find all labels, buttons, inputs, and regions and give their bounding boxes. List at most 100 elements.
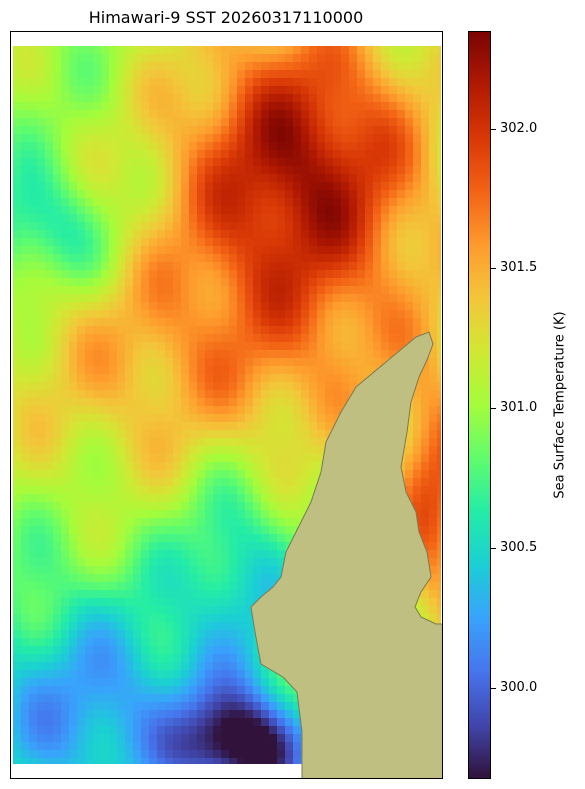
sst-cell (213, 326, 221, 334)
sst-cell (197, 670, 205, 678)
sst-cell (125, 190, 133, 198)
sst-cell (309, 406, 317, 414)
sst-cell (21, 590, 29, 598)
sst-cell (101, 238, 109, 246)
sst-cell (21, 398, 29, 406)
sst-cell (437, 502, 441, 510)
sst-cell (109, 542, 117, 550)
sst-cell (317, 430, 325, 438)
sst-cell (133, 494, 141, 502)
sst-cell (197, 102, 205, 110)
sst-cell (309, 166, 317, 174)
sst-cell (301, 126, 309, 134)
sst-cell (189, 550, 197, 558)
sst-cell (413, 78, 421, 86)
sst-cell (277, 278, 285, 286)
sst-cell (277, 262, 285, 270)
sst-cell (13, 382, 21, 390)
sst-cell (413, 206, 421, 214)
sst-cell (165, 518, 173, 526)
sst-cell (13, 390, 21, 398)
sst-cell (205, 582, 213, 590)
sst-cell (125, 142, 133, 150)
sst-cell (69, 174, 77, 182)
sst-cell (309, 150, 317, 158)
sst-cell (269, 438, 277, 446)
sst-cell (301, 414, 309, 422)
sst-cell (29, 494, 37, 502)
sst-cell (197, 702, 205, 710)
sst-cell (189, 382, 197, 390)
sst-cell (141, 630, 149, 638)
sst-cell (293, 502, 301, 510)
sst-cell (21, 478, 29, 486)
sst-cell (237, 398, 245, 406)
sst-cell (165, 406, 173, 414)
sst-cell (21, 286, 29, 294)
sst-cell (149, 638, 157, 646)
sst-cell (69, 534, 77, 542)
sst-cell (181, 582, 189, 590)
sst-cell (101, 302, 109, 310)
sst-cell (13, 334, 21, 342)
sst-cell (29, 614, 37, 622)
sst-cell (285, 174, 293, 182)
sst-cell (365, 198, 373, 206)
sst-cell (53, 230, 61, 238)
sst-cell (93, 302, 101, 310)
sst-cell (53, 454, 61, 462)
sst-cell (125, 238, 133, 246)
sst-cell (45, 238, 53, 246)
sst-cell (357, 174, 365, 182)
sst-cell (317, 302, 325, 310)
sst-cell (437, 190, 441, 198)
sst-cell (381, 222, 389, 230)
sst-cell (365, 238, 373, 246)
sst-cell (309, 94, 317, 102)
sst-cell (77, 582, 85, 590)
sst-cell (341, 318, 349, 326)
sst-cell (181, 542, 189, 550)
sst-cell (285, 254, 293, 262)
sst-cell (109, 518, 117, 526)
sst-cell (29, 590, 37, 598)
sst-cell (197, 238, 205, 246)
sst-cell (245, 318, 253, 326)
sst-cell (189, 678, 197, 686)
sst-cell (341, 334, 349, 342)
sst-cell (157, 558, 165, 566)
sst-cell (389, 286, 397, 294)
sst-cell (421, 270, 429, 278)
sst-cell (413, 494, 421, 502)
sst-cell (429, 598, 437, 606)
sst-cell (125, 422, 133, 430)
sst-cell (397, 286, 405, 294)
sst-cell (341, 310, 349, 318)
sst-cell (101, 214, 109, 222)
sst-cell (429, 398, 437, 406)
sst-cell (117, 598, 125, 606)
sst-cell (293, 374, 301, 382)
sst-cell (125, 590, 133, 598)
sst-cell (237, 446, 245, 454)
sst-cell (357, 238, 365, 246)
sst-cell (365, 246, 373, 254)
sst-cell (349, 278, 357, 286)
sst-cell (213, 270, 221, 278)
sst-cell (197, 526, 205, 534)
sst-cell (181, 510, 189, 518)
sst-cell (21, 742, 29, 750)
sst-cell (109, 750, 117, 758)
sst-cell (13, 110, 21, 118)
sst-cell (69, 438, 77, 446)
sst-cell (213, 494, 221, 502)
sst-cell (93, 350, 101, 358)
sst-cell (165, 190, 173, 198)
sst-cell (45, 590, 53, 598)
sst-cell (85, 606, 93, 614)
sst-cell (437, 102, 441, 110)
sst-cell (253, 670, 261, 678)
sst-cell (269, 230, 277, 238)
sst-cell (109, 494, 117, 502)
sst-cell (133, 558, 141, 566)
